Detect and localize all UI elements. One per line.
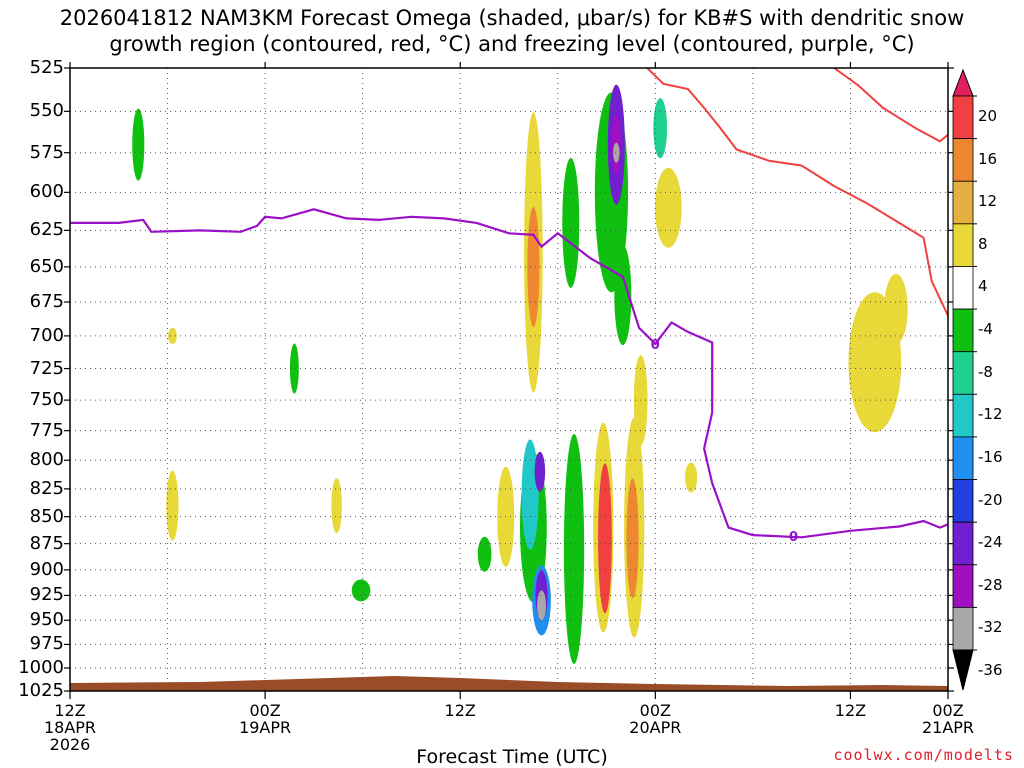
colorbar-label: -32 [978,618,1003,637]
colorbar-top-arrow [952,68,974,97]
omega-blob [653,98,668,159]
colorbar-swatch [952,266,974,310]
x-axis-title: Forecast Time (UTC) [416,746,608,768]
grid-lines [70,68,948,691]
chart-title-line-2: growth region (contoured, red, °C) and f… [109,32,915,56]
y-tick-label: 675 [29,291,64,313]
colorbar-swatch [952,436,974,480]
colorbar-swatch [952,180,974,225]
y-tick-label: 750 [29,389,64,411]
omega-blob [289,343,299,394]
colorbar-swatch [952,393,974,438]
omega-blob [884,273,908,344]
y-tick-label: 975 [29,633,64,655]
colorbar-label: -16 [978,447,1003,466]
y-tick-label: 525 [29,57,64,78]
omega-shading [132,84,1016,664]
omega-blob [563,433,585,664]
omega-blob [527,206,540,327]
colorbar-label: -8 [978,362,993,381]
colorbar-swatch [952,351,974,395]
colorbar-label: 20 [978,107,998,125]
y-tick-label: 875 [29,532,64,554]
omega-blob [626,478,639,599]
y-tick-label: 600 [29,181,64,203]
omega-blob [654,167,682,248]
x-tick-label: 12Z [54,701,86,720]
omega-blob [331,478,342,534]
omega-blob [685,462,698,493]
x-tick-label: 2026 [49,735,91,754]
colorbar-label: 12 [978,192,998,211]
colorbar-swatch [952,223,974,267]
colorbar-swatch [952,564,974,608]
colorbar-label: -4 [978,320,993,339]
x-tick-label: 20APR [629,718,682,737]
colorbar-label: 8 [978,234,988,253]
y-tick-label: 1025 [18,680,64,701]
omega-blob [1005,132,1014,252]
colorbar-label: -20 [978,490,1003,509]
y-tick-label: 625 [29,219,64,241]
colorbar-label: 4 [978,277,988,296]
y-tick-label: 650 [29,255,64,277]
x-tick-label: 00Z [932,701,964,720]
y-tick-label: 850 [29,505,64,527]
y-tick-label: 725 [29,357,64,379]
colorbar-swatch [952,479,974,523]
terrain-fill [70,676,948,691]
x-tick-label: 00Z [639,701,671,720]
dgz-red-line-lower [833,68,948,143]
x-tick-label: 18APR [43,718,97,737]
colorbar-label: 16 [978,149,998,168]
y-tick-label: 800 [29,449,64,471]
freezing-level-line [70,208,948,539]
x-tick-label: 12Z [444,701,476,720]
omega-blob [477,536,492,572]
y-tick-label: 925 [29,584,64,606]
omega-blob [534,451,546,492]
y-tick-label: 550 [29,100,64,122]
colorbar-swatch [952,606,974,651]
y-tick-label: 575 [29,141,64,163]
omega-blob [562,157,580,288]
colorbar-swatch [952,95,974,140]
colorbar-label: -28 [978,575,1003,594]
colorbar-bottom-arrow [952,649,974,691]
y-tick-label: 1000 [18,657,64,678]
y-tick-label: 950 [29,609,64,631]
omega-blob [351,579,371,602]
chart-title-line-1: 2026041812 NAM3KM Forecast Omega (shaded… [59,6,965,30]
omega-blob [996,102,1016,432]
x-tick-label: 19APR [239,718,292,737]
y-tick-label: 900 [29,558,64,580]
credit-text: coolwx.com/modelts [833,746,1014,764]
y-tick-label: 775 [29,419,64,441]
omega-blob [167,327,177,344]
colorbar-label: -24 [978,533,1003,552]
y-tick-label: 700 [29,324,64,346]
x-tick-label: 12Z [834,701,867,720]
freezing-level-label: 0 [651,338,660,353]
omega-blob [166,470,179,541]
omega-blob [537,590,546,621]
omega-blob [598,463,612,614]
freezing-level-label: 0 [789,530,798,545]
dgz-red-line-upper [646,68,948,318]
omega-blob [521,439,539,550]
colorbar-swatch [952,521,974,566]
omega-blob [132,108,145,181]
colorbar-label: -12 [978,405,1003,424]
omega-blob [613,142,620,163]
plot-frame [69,67,949,692]
y-tick-label: 825 [29,477,64,499]
omega-blob [1000,132,1012,372]
colorbar-swatch [952,138,974,182]
colorbar-label: -36 [978,661,1003,679]
x-tick-label: 21APR [921,718,975,737]
x-tick-label: 00Z [249,701,281,720]
omega-blob [614,245,632,346]
colorbar-swatch [952,308,974,353]
